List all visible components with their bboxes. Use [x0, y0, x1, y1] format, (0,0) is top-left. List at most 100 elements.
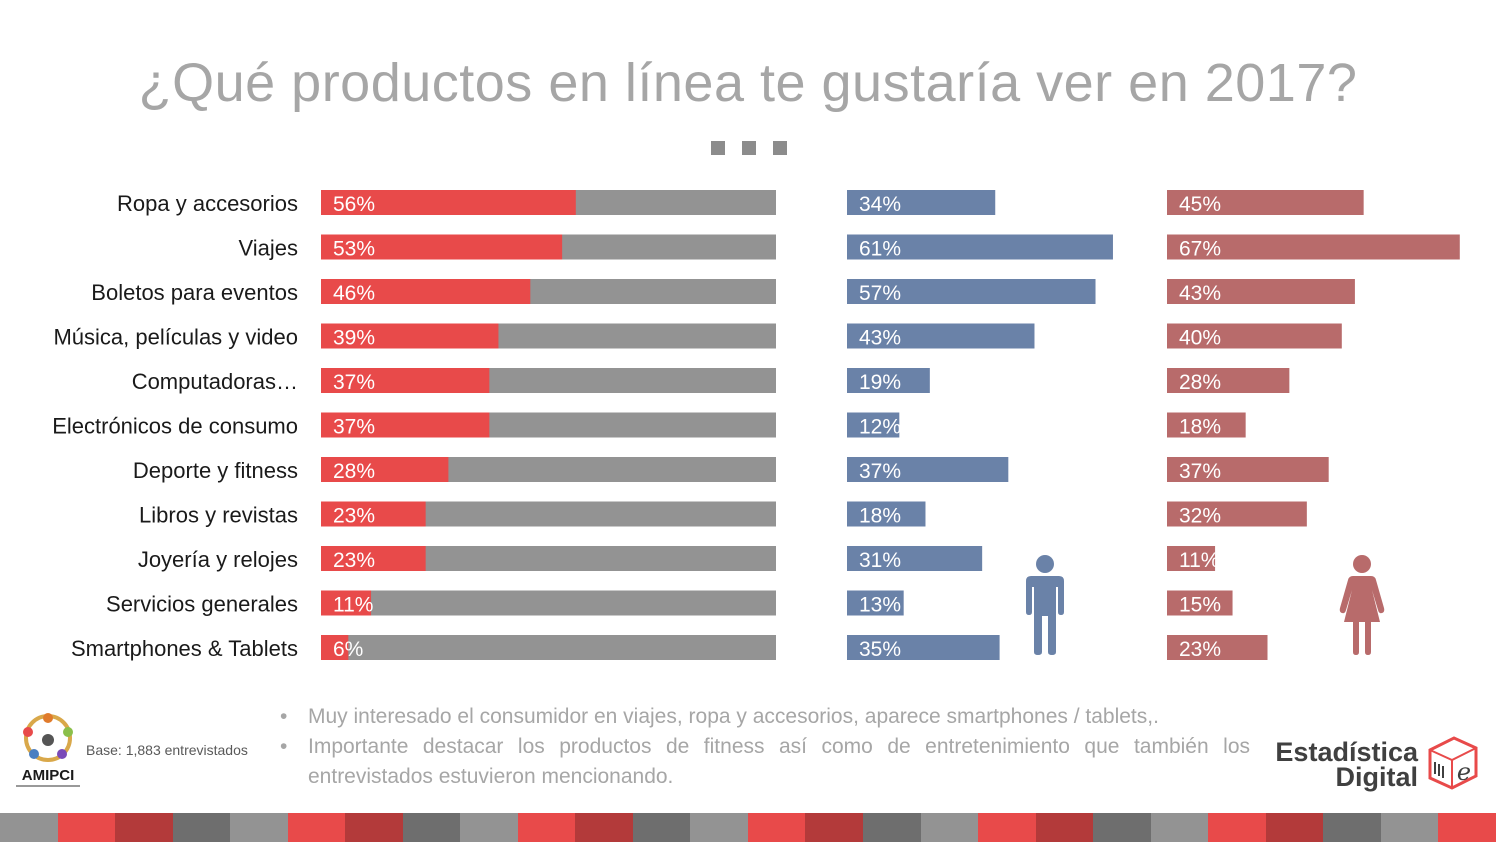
value-label: 12%: [859, 416, 901, 439]
strip-segment: [805, 813, 863, 842]
bar-total: [321, 234, 563, 260]
base-note: Base: 1,883 entrevistados: [86, 742, 248, 758]
value-label: 31%: [859, 549, 901, 572]
strip-segment: [1380, 813, 1439, 842]
category-label: Joyería y relojes: [138, 547, 298, 572]
value-label: 45%: [1179, 193, 1221, 216]
value-label: 61%: [859, 238, 901, 261]
bar-total: [321, 546, 426, 571]
category-label: Servicios generales: [106, 592, 298, 617]
strip-segment: [1150, 813, 1209, 842]
value-label: 53%: [333, 238, 375, 261]
bar-men: [847, 279, 1096, 304]
category-label: Computadoras…: [132, 369, 298, 394]
value-label: 32%: [1179, 505, 1221, 528]
value-label: 23%: [333, 549, 375, 572]
value-label: 43%: [859, 327, 901, 350]
bar-women: [1167, 279, 1355, 304]
logo-line-2: Digital: [1335, 762, 1418, 792]
strip-segment: [1323, 813, 1381, 842]
strip-segment: [1093, 813, 1151, 842]
strip-segment: [1035, 813, 1094, 842]
value-label: 19%: [859, 371, 901, 394]
bar-women: [1167, 501, 1307, 527]
series-men: 34% 61% 57% 43% 19% 12% 37% 18% 31% 13% 35%: [847, 190, 1113, 661]
man-icon: [1026, 555, 1064, 655]
bar-men: [847, 501, 926, 527]
bar-men: [847, 546, 983, 571]
bar-women: [1167, 457, 1329, 482]
value-label: 23%: [333, 505, 375, 528]
bar-total: [321, 323, 499, 349]
strip-segment: [747, 813, 806, 842]
strip-segment: [690, 813, 748, 842]
bar-men: [847, 635, 1000, 660]
logo-line-1: Estadística: [1275, 737, 1418, 767]
category-label: Smartphones & Tablets: [71, 636, 298, 661]
bar-women: [1167, 368, 1290, 393]
value-label: 43%: [1179, 282, 1221, 305]
bar-women: [1167, 234, 1460, 260]
bar-total: [321, 279, 531, 304]
strip-segment: [1438, 813, 1496, 842]
value-label: 37%: [333, 416, 375, 439]
estadistica-digital-logo-icon: Estadística Digital e: [1266, 730, 1482, 794]
category-labels: Ropa y accesorios Viajes Boletos para even…: [52, 191, 298, 661]
bar-men: [847, 323, 1035, 349]
strip-segment: [0, 813, 58, 842]
bar-total: [321, 635, 349, 660]
bar-total: [321, 368, 490, 393]
category-label: Ropa y accesorios: [117, 191, 298, 216]
value-label: 18%: [859, 505, 901, 528]
note-item: Importante destacar los productos de fit…: [278, 732, 1250, 792]
value-label: 6%: [333, 638, 363, 661]
value-label: 18%: [1179, 416, 1221, 439]
page-title: ¿Qué productos en línea te gustaría ver …: [138, 53, 1358, 113]
amipci-logo-icon: AMIPCI: [16, 713, 80, 787]
strip-segment: [402, 813, 461, 842]
value-label: 28%: [333, 460, 375, 483]
strip-segment: [1208, 813, 1266, 842]
cube-letter: e: [1457, 758, 1471, 786]
strip-segment: [632, 813, 691, 842]
dot: [773, 141, 787, 155]
bar-remainder: [321, 590, 776, 616]
category-label: Libros y revistas: [139, 503, 298, 528]
value-label: 15%: [1179, 594, 1221, 617]
strip-segment: [460, 813, 518, 842]
series-women: 45% 67% 43% 40% 28% 18% 37% 32% 11% 15% 23%: [1167, 190, 1460, 661]
strip-segment: [1265, 813, 1324, 842]
value-label: 37%: [859, 460, 901, 483]
category-label: Viajes: [238, 236, 298, 261]
strip-segment: [920, 813, 979, 842]
estadistica-digital-logo-text: Estadística Digital: [1266, 737, 1418, 792]
category-label: Música, películas y video: [53, 325, 298, 350]
value-label: 40%: [1179, 327, 1221, 350]
bar-men: [847, 412, 900, 438]
strip-segment: [287, 813, 346, 842]
strip-segment: [517, 813, 576, 842]
amipci-logo-text: AMIPCI: [22, 767, 75, 784]
bar-women: [1167, 635, 1268, 660]
woman-icon: [1339, 555, 1385, 655]
value-label: 37%: [1179, 460, 1221, 483]
cube-icon: e: [1428, 736, 1478, 790]
series-total: 56% 53% 46% 39% 37% 37% 28% 23% 23% 11% 6%: [321, 190, 776, 661]
strip-segment: [230, 813, 288, 842]
bottom-color-strip: [0, 813, 1496, 842]
bar-women: [1167, 323, 1342, 349]
value-label: 11%: [1179, 549, 1219, 572]
bar-men: [847, 190, 996, 215]
strip-segment: [978, 813, 1036, 842]
value-label: 35%: [859, 638, 901, 661]
note-item: Muy interesado el consumidor en viajes, …: [278, 702, 1250, 732]
bar-total: [321, 590, 372, 616]
bar-women: [1167, 190, 1364, 215]
value-label: 67%: [1179, 238, 1221, 261]
bar-women: [1167, 590, 1233, 616]
strip-segment: [115, 813, 173, 842]
bar-women: [1167, 412, 1246, 438]
value-label: 57%: [859, 282, 901, 305]
category-label: Deporte y fitness: [133, 458, 298, 483]
value-label: 56%: [333, 193, 375, 216]
